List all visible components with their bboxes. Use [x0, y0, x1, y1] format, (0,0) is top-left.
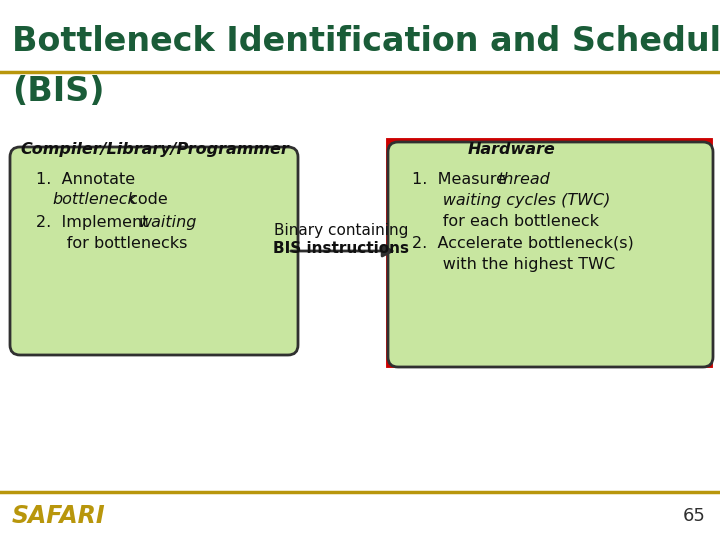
FancyBboxPatch shape [10, 147, 298, 355]
Text: 65: 65 [683, 507, 706, 525]
Text: Hardware: Hardware [468, 142, 556, 157]
Text: 1.  Measure: 1. Measure [412, 172, 511, 187]
Text: 2.  Implement: 2. Implement [36, 215, 153, 230]
Text: waiting: waiting [139, 215, 197, 230]
Text: 1.  Annotate: 1. Annotate [36, 172, 135, 187]
FancyBboxPatch shape [388, 142, 713, 367]
Text: bottleneck: bottleneck [52, 192, 137, 207]
Text: waiting cycles (TWC): waiting cycles (TWC) [412, 193, 611, 208]
Text: (BIS): (BIS) [12, 75, 104, 108]
FancyBboxPatch shape [388, 140, 710, 365]
Text: for bottlenecks: for bottlenecks [36, 236, 187, 251]
Text: Compiler/Library/Programmer: Compiler/Library/Programmer [21, 142, 289, 157]
Text: 2.  Accelerate bottleneck(s): 2. Accelerate bottleneck(s) [412, 236, 634, 251]
Text: Binary containing: Binary containing [274, 223, 408, 238]
Text: code: code [124, 192, 168, 207]
Text: Bottleneck Identification and Scheduling: Bottleneck Identification and Scheduling [12, 25, 720, 58]
Text: for each bottleneck: for each bottleneck [412, 214, 599, 229]
Text: SAFARI: SAFARI [12, 504, 106, 528]
Text: thread: thread [498, 172, 551, 187]
Text: with the highest TWC: with the highest TWC [412, 257, 615, 272]
Text: BIS instructions: BIS instructions [273, 241, 409, 256]
